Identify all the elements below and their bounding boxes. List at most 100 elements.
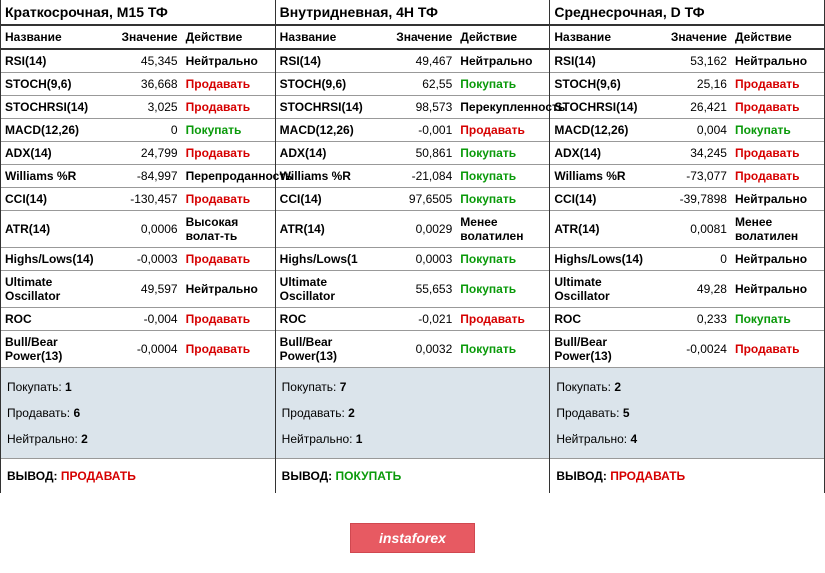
indicator-value: -0,0024 — [654, 338, 731, 360]
header-value: Значение — [380, 26, 457, 48]
header-value: Значение — [654, 26, 731, 48]
indicator-action: Покупать — [456, 73, 549, 95]
conclusion-row: ВЫВОД: ПОКУПАТЬ — [276, 459, 550, 493]
indicator-name: Williams %R — [550, 165, 654, 187]
indicator-value: 26,421 — [654, 96, 731, 118]
summary-buy: Покупать: 7 — [282, 374, 544, 400]
indicator-action: Продавать — [182, 248, 275, 270]
table-row: RSI(14)49,467Нейтрально — [276, 50, 550, 73]
indicator-name: Williams %R — [276, 165, 380, 187]
table-row: ADX(14)34,245Продавать — [550, 142, 824, 165]
indicator-name: Highs/Lows(14) — [550, 248, 654, 270]
indicator-name: ADX(14) — [276, 142, 380, 164]
summary-label: Продавать: — [7, 406, 70, 420]
indicator-value: 98,573 — [380, 96, 457, 118]
panel-2: Среднесрочная, D ТФНазваниеЗначениеДейст… — [550, 0, 825, 493]
summary-value: 5 — [623, 406, 630, 420]
indicator-value: 50,861 — [380, 142, 457, 164]
indicator-value: 0 — [654, 248, 731, 270]
header-name: Название — [276, 26, 380, 48]
summary-value: 7 — [340, 380, 347, 394]
indicator-action: Нейтрально — [182, 50, 275, 72]
table-row: ROC-0,004Продавать — [1, 308, 275, 331]
indicator-name: ATR(14) — [1, 218, 105, 240]
indicator-action: Покупать — [456, 338, 549, 360]
indicator-value: 34,245 — [654, 142, 731, 164]
indicator-value: -0,0003 — [105, 248, 182, 270]
indicator-value: -21,084 — [380, 165, 457, 187]
indicator-value: 0,0029 — [380, 218, 457, 240]
summary-buy: Покупать: 1 — [7, 374, 269, 400]
indicator-action: Покупать — [182, 119, 275, 141]
panel-title: Среднесрочная, D ТФ — [550, 0, 824, 26]
table-row: ATR(14)0,0081Менее волатилен — [550, 211, 824, 248]
indicator-name: MACD(12,26) — [276, 119, 380, 141]
indicator-value: 24,799 — [105, 142, 182, 164]
header-action: Действие — [731, 26, 824, 48]
indicator-value: 0,0032 — [380, 338, 457, 360]
indicator-action: Нейтрально — [731, 188, 824, 210]
indicator-value: 0 — [105, 119, 182, 141]
indicator-action: Менее волатилен — [731, 211, 824, 247]
summary-value: 6 — [73, 406, 80, 420]
indicator-action: Продавать — [182, 188, 275, 210]
indicator-name: ROC — [276, 308, 380, 330]
table-row: Williams %R-73,077Продавать — [550, 165, 824, 188]
panel-1: Внутридневная, 4H ТФНазваниеЗначениеДейс… — [276, 0, 551, 493]
indicator-value: 0,0003 — [380, 248, 457, 270]
indicator-value: 0,233 — [654, 308, 731, 330]
header-action: Действие — [182, 26, 275, 48]
table-row: CCI(14)-39,7898Нейтрально — [550, 188, 824, 211]
indicator-value: 49,597 — [105, 278, 182, 300]
table-row: Bull/Bear Power(13)-0,0004Продавать — [1, 331, 275, 368]
indicator-value: -0,001 — [380, 119, 457, 141]
indicator-value: 25,16 — [654, 73, 731, 95]
table-row: RSI(14)53,162Нейтрально — [550, 50, 824, 73]
indicator-value: 62,55 — [380, 73, 457, 95]
indicator-action: Продавать — [182, 338, 275, 360]
indicator-value: 97,6505 — [380, 188, 457, 210]
summary-value: 4 — [630, 432, 637, 446]
indicator-action: Нейтрально — [731, 278, 824, 300]
table-row: STOCH(9,6)25,16Продавать — [550, 73, 824, 96]
summary-label: Нейтрально: — [282, 432, 353, 446]
indicator-name: Ultimate Oscillator — [276, 271, 380, 307]
indicator-name: STOCHRSI(14) — [1, 96, 105, 118]
conclusion-label: ВЫВОД: — [556, 469, 607, 483]
table-row: Williams %R-84,997Перепроданность — [1, 165, 275, 188]
panel-0: Краткосрочная, M15 ТФНазваниеЗначениеДей… — [0, 0, 276, 493]
indicator-value: 0,0081 — [654, 218, 731, 240]
indicator-name: RSI(14) — [1, 50, 105, 72]
header-row: НазваниеЗначениеДействие — [550, 26, 824, 50]
table-row: Highs/Lows(14)0Нейтрально — [550, 248, 824, 271]
conclusion-label: ВЫВОД: — [282, 469, 333, 483]
summary-block: Покупать: 7Продавать: 2Нейтрально: 1 — [276, 368, 550, 459]
indicator-action: Нейтрально — [456, 50, 549, 72]
indicator-name: ADX(14) — [550, 142, 654, 164]
summary-sell: Продавать: 2 — [282, 400, 544, 426]
indicator-name: RSI(14) — [276, 50, 380, 72]
indicator-action: Покупать — [456, 278, 549, 300]
table-row: CCI(14)97,6505Покупать — [276, 188, 550, 211]
indicator-name: Ultimate Oscillator — [1, 271, 105, 307]
indicator-name: RSI(14) — [550, 50, 654, 72]
panel-title: Краткосрочная, M15 ТФ — [1, 0, 275, 26]
indicator-action: Продавать — [456, 119, 549, 141]
summary-sell: Продавать: 5 — [556, 400, 818, 426]
indicator-name: STOCH(9,6) — [1, 73, 105, 95]
indicator-action: Нейтрально — [182, 278, 275, 300]
summary-label: Продавать: — [282, 406, 345, 420]
panel-title: Внутридневная, 4H ТФ — [276, 0, 550, 26]
table-row: Bull/Bear Power(13)0,0032Покупать — [276, 331, 550, 368]
indicator-value: 45,345 — [105, 50, 182, 72]
table-row: Highs/Lows(14)-0,0003Продавать — [1, 248, 275, 271]
summary-sell: Продавать: 6 — [7, 400, 269, 426]
indicator-value: -130,457 — [105, 188, 182, 210]
indicator-name: Highs/Lows(14) — [1, 248, 105, 270]
indicator-name: STOCHRSI(14) — [276, 96, 380, 118]
header-name: Название — [1, 26, 105, 48]
header-name: Название — [550, 26, 654, 48]
indicator-value: 49,28 — [654, 278, 731, 300]
table-row: MACD(12,26)0Покупать — [1, 119, 275, 142]
summary-value: 2 — [348, 406, 355, 420]
